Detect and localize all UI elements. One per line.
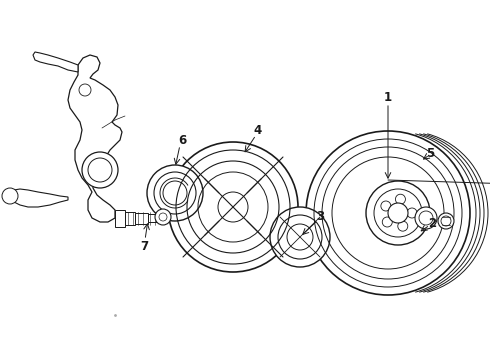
Ellipse shape (2, 188, 18, 204)
Ellipse shape (374, 189, 422, 237)
Text: 6: 6 (178, 134, 186, 147)
Text: 7: 7 (140, 239, 148, 252)
Polygon shape (115, 210, 125, 227)
Ellipse shape (168, 142, 298, 272)
Polygon shape (10, 189, 68, 207)
Ellipse shape (366, 181, 430, 245)
Polygon shape (135, 213, 148, 224)
Ellipse shape (381, 201, 391, 211)
Polygon shape (68, 55, 122, 222)
Polygon shape (33, 52, 78, 72)
Ellipse shape (398, 221, 408, 231)
Polygon shape (148, 214, 158, 222)
Ellipse shape (270, 207, 330, 267)
Text: 4: 4 (254, 123, 262, 136)
Polygon shape (158, 215, 165, 220)
Ellipse shape (407, 208, 417, 218)
Ellipse shape (82, 152, 118, 188)
Ellipse shape (382, 217, 392, 227)
Text: 3: 3 (316, 210, 324, 222)
Polygon shape (125, 212, 135, 225)
Ellipse shape (419, 211, 433, 225)
Ellipse shape (415, 207, 437, 229)
Text: 1: 1 (384, 90, 392, 104)
Text: 5: 5 (426, 147, 434, 160)
Text: 2: 2 (428, 216, 436, 230)
Ellipse shape (395, 194, 405, 204)
Ellipse shape (155, 209, 171, 225)
Ellipse shape (388, 203, 408, 223)
Ellipse shape (147, 165, 203, 221)
Ellipse shape (441, 216, 451, 226)
Ellipse shape (438, 213, 454, 229)
Ellipse shape (79, 84, 91, 96)
Ellipse shape (306, 131, 470, 295)
